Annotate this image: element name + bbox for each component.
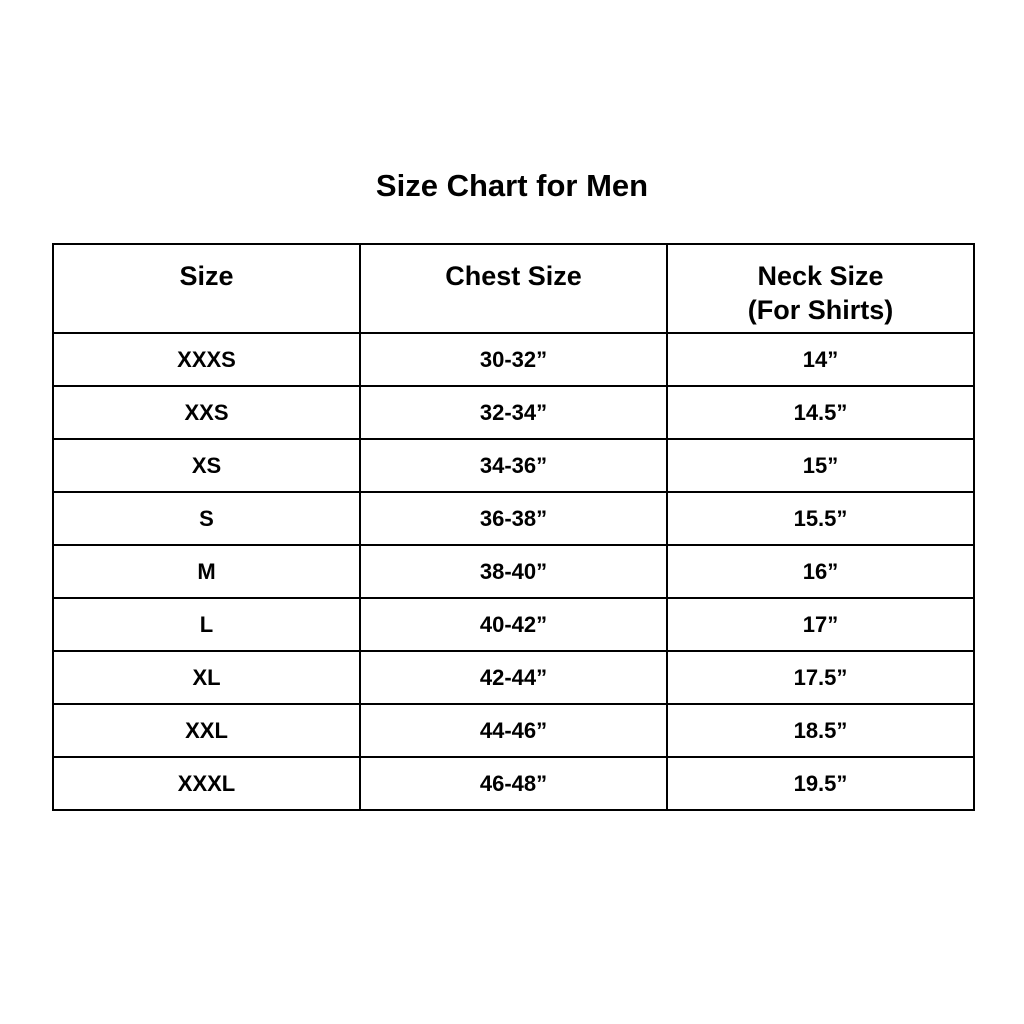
header-neck-size: Neck Size (For Shirts) <box>666 243 975 334</box>
chest-cell: 40-42” <box>359 597 668 652</box>
size-cell: S <box>52 491 361 546</box>
size-cell: XXXL <box>52 756 361 811</box>
size-cell: M <box>52 544 361 599</box>
chest-cell: 46-48” <box>359 756 668 811</box>
neck-cell: 14.5” <box>666 385 975 440</box>
header-chest-label: Chest Size <box>445 261 582 291</box>
size-cell: XXL <box>52 703 361 758</box>
table-row: S 36-38” 15.5” <box>52 491 975 546</box>
neck-cell: 19.5” <box>666 756 975 811</box>
neck-cell: 15” <box>666 438 975 493</box>
size-chart-table: Size Chest Size Neck Size (For Shirts) XX… <box>52 243 975 811</box>
header-row: Size Chest Size Neck Size (For Shirts) <box>52 243 975 334</box>
neck-cell: 17” <box>666 597 975 652</box>
table-row: XXXL 46-48” 19.5” <box>52 756 975 811</box>
table-row: XS 34-36” 15” <box>52 438 975 493</box>
header-neck-sublabel: (For Shirts) <box>747 295 894 325</box>
chest-cell: 32-34” <box>359 385 668 440</box>
header-neck-label: Neck Size <box>757 261 884 291</box>
size-cell: XXXS <box>52 332 361 387</box>
size-cell: L <box>52 597 361 652</box>
table-row: XXL 44-46” 18.5” <box>52 703 975 758</box>
table-row: XL 42-44” 17.5” <box>52 650 975 705</box>
chest-cell: 44-46” <box>359 703 668 758</box>
chest-cell: 36-38” <box>359 491 668 546</box>
neck-cell: 14” <box>666 332 975 387</box>
chest-cell: 42-44” <box>359 650 668 705</box>
neck-cell: 18.5” <box>666 703 975 758</box>
header-size: Size <box>52 243 361 334</box>
header-size-label: Size <box>179 261 234 291</box>
chest-cell: 30-32” <box>359 332 668 387</box>
table-row: XXXS 30-32” 14” <box>52 332 975 387</box>
size-cell: XXS <box>52 385 361 440</box>
neck-cell: 15.5” <box>666 491 975 546</box>
size-cell: XS <box>52 438 361 493</box>
neck-cell: 16” <box>666 544 975 599</box>
table-row: XXS 32-34” 14.5” <box>52 385 975 440</box>
neck-cell: 17.5” <box>666 650 975 705</box>
size-cell: XL <box>52 650 361 705</box>
header-chest-size: Chest Size <box>359 243 668 334</box>
table-row: M 38-40” 16” <box>52 544 975 599</box>
page-title: Size Chart for Men <box>375 168 649 203</box>
chest-cell: 34-36” <box>359 438 668 493</box>
chest-cell: 38-40” <box>359 544 668 599</box>
table-row: L 40-42” 17” <box>52 597 975 652</box>
